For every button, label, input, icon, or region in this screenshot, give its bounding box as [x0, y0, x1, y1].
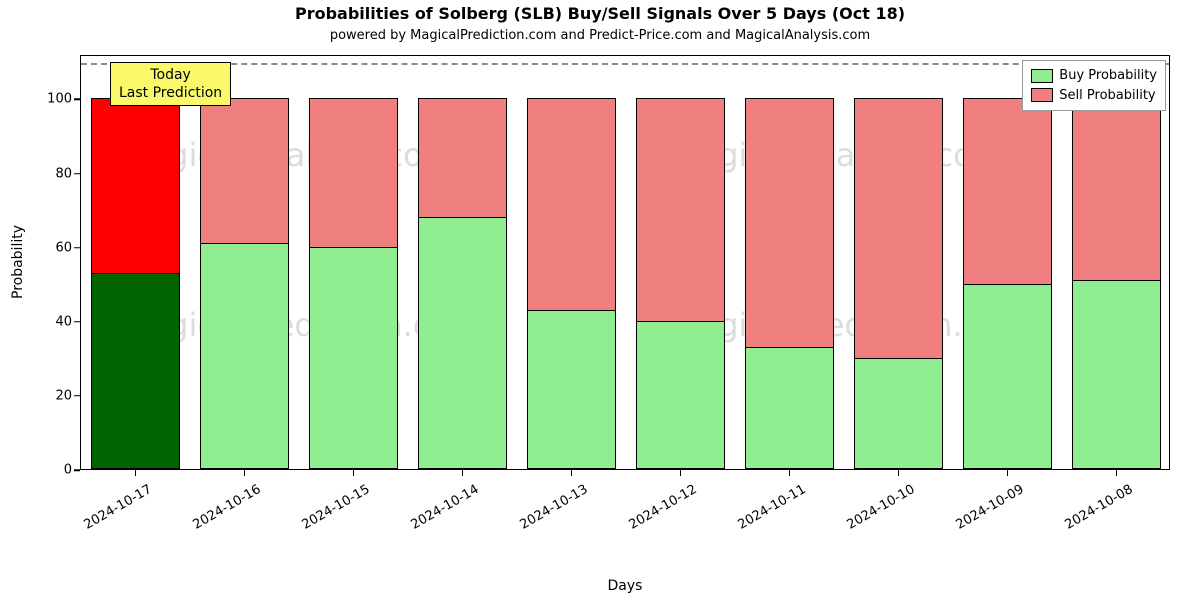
y-tick-label: 20 — [0, 388, 72, 403]
y-tick-mark — [74, 321, 80, 323]
chart-subtitle: powered by MagicalPrediction.com and Pre… — [0, 28, 1200, 43]
bar-buy — [745, 347, 834, 469]
bar-sell — [418, 98, 507, 217]
bar-group — [963, 98, 1052, 469]
annotation-line2: Last Prediction — [119, 84, 222, 102]
y-tick-mark — [74, 173, 80, 175]
bar-group — [527, 98, 616, 469]
bar-buy — [963, 284, 1052, 469]
legend-swatch-sell — [1031, 88, 1053, 102]
legend-item-buy: Buy Probability — [1031, 66, 1157, 86]
legend-swatch-buy — [1031, 69, 1053, 83]
bar-group — [854, 98, 943, 469]
today-annotation: Today Last Prediction — [110, 62, 231, 106]
y-axis-label: Probability — [10, 225, 26, 299]
bar-sell — [91, 98, 180, 272]
x-tick-mark — [571, 470, 573, 476]
bar-buy — [636, 321, 725, 469]
plot-area: MagicalAnalysis.com MagicalAnalysis.com … — [80, 55, 1170, 470]
y-tick-mark — [74, 395, 80, 397]
y-tick-mark — [74, 99, 80, 101]
x-tick-mark — [353, 470, 355, 476]
x-tick-mark — [680, 470, 682, 476]
y-tick-label: 100 — [0, 92, 72, 107]
bar-sell — [963, 98, 1052, 283]
y-tick-label: 60 — [0, 240, 72, 255]
y-tick-mark — [74, 247, 80, 249]
y-tick-mark — [74, 469, 80, 471]
bar-sell — [854, 98, 943, 357]
bar-group — [418, 98, 507, 469]
x-tick-mark — [1007, 470, 1009, 476]
bar-sell — [636, 98, 725, 320]
x-tick-mark — [135, 470, 137, 476]
bar-group — [309, 98, 398, 469]
x-tick-mark — [244, 470, 246, 476]
bar-sell — [745, 98, 834, 346]
x-tick-mark — [789, 470, 791, 476]
bar-group — [91, 98, 180, 469]
bar-buy — [1072, 280, 1161, 469]
legend-label-buy: Buy Probability — [1059, 66, 1157, 86]
bar-sell — [309, 98, 398, 246]
bar-group — [745, 98, 834, 469]
x-tick-mark — [898, 470, 900, 476]
bar-sell — [1072, 98, 1161, 280]
y-tick-label: 80 — [0, 166, 72, 181]
x-tick-mark — [462, 470, 464, 476]
bar-sell — [527, 98, 616, 309]
legend: Buy Probability Sell Probability — [1022, 60, 1166, 111]
chart-container: Probabilities of Solberg (SLB) Buy/Sell … — [0, 0, 1200, 600]
bar-buy — [418, 217, 507, 469]
chart-title: Probabilities of Solberg (SLB) Buy/Sell … — [0, 4, 1200, 23]
bar-group — [200, 98, 289, 469]
x-tick-mark — [1116, 470, 1118, 476]
reference-line — [81, 63, 1169, 65]
x-axis-label: Days — [80, 578, 1170, 594]
bar-group — [636, 98, 725, 469]
bar-sell — [200, 98, 289, 243]
bar-buy — [309, 247, 398, 469]
bar-group — [1072, 98, 1161, 469]
bar-buy — [527, 310, 616, 469]
bar-buy — [200, 243, 289, 469]
legend-item-sell: Sell Probability — [1031, 86, 1157, 106]
bar-buy — [91, 273, 180, 469]
annotation-line1: Today — [119, 66, 222, 84]
bar-buy — [854, 358, 943, 469]
y-tick-label: 0 — [0, 463, 72, 478]
y-tick-label: 40 — [0, 314, 72, 329]
legend-label-sell: Sell Probability — [1059, 86, 1155, 106]
